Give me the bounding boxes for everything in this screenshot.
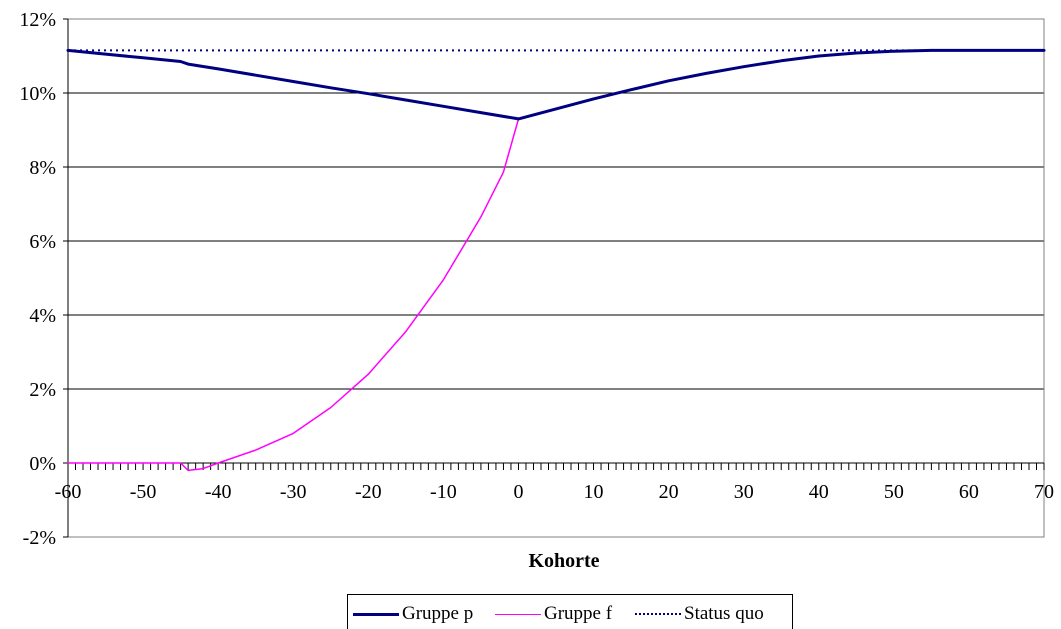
legend-item-gruppe-p: Gruppe p: [353, 603, 474, 624]
legend-swatch-status-quo: [635, 613, 681, 615]
x-tick-label: 10: [584, 481, 604, 503]
legend-label-gruppe-p: Gruppe p: [402, 603, 474, 624]
x-tick-label: 0: [513, 481, 523, 503]
x-tick-label: 40: [809, 481, 829, 503]
y-tick-label: 8%: [29, 157, 56, 179]
x-axis-title: Kohorte: [528, 550, 599, 572]
legend-label-gruppe-f: Gruppe f: [544, 603, 613, 624]
y-tick-label: 6%: [29, 231, 56, 253]
y-tick-label: 0%: [29, 453, 56, 475]
x-tick-label: -40: [205, 481, 232, 503]
x-tick-label: 20: [659, 481, 679, 503]
axes: [63, 18, 1045, 538]
legend-swatch-gruppe-f: [495, 613, 541, 615]
series-line-gruppe-f: [67, 49, 1045, 472]
x-tick-label: -20: [355, 481, 382, 503]
x-tick-label: -30: [280, 481, 307, 503]
series-lines: [66, 48, 1046, 472]
x-tick-label: -10: [430, 481, 457, 503]
legend-label-status-quo: Status quo: [684, 603, 764, 624]
series-line-gruppe-p: [66, 48, 1046, 121]
y-tick-label: 2%: [29, 379, 56, 401]
gridlines: [68, 18, 1044, 538]
x-tick-label: 60: [959, 481, 979, 503]
y-tick-label: -2%: [23, 527, 56, 549]
x-tick-label: -50: [130, 481, 157, 503]
tick-labels: -2% 0% 2% 4% 6% 8% 10% 12% -60 -50 -40 -30 -20 -10 0 10…: [19, 9, 1054, 549]
x-tick-label: 70: [1034, 481, 1054, 503]
legend-item-gruppe-f: Gruppe f: [495, 603, 613, 624]
legend-item-status-quo: Status quo: [635, 603, 764, 624]
legend: Gruppe p Gruppe f Status quo: [347, 594, 793, 629]
y-tick-label: 12%: [19, 9, 56, 31]
x-tick-label: -60: [55, 481, 82, 503]
y-tick-label: 10%: [19, 83, 56, 105]
x-tick-label: 30: [734, 481, 754, 503]
x-tick-label: 50: [884, 481, 904, 503]
legend-swatch-gruppe-p: [353, 612, 399, 616]
plot-area-border: [67, 18, 1045, 538]
y-tick-label: 4%: [29, 305, 56, 327]
